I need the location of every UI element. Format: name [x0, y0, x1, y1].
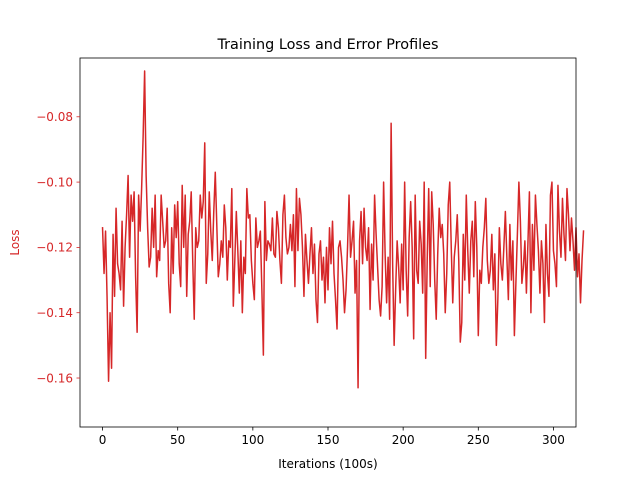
x-tick-label: 300: [542, 433, 565, 447]
x-axis-ticks: 0 50 100 150 200 250 300: [99, 427, 565, 447]
y-axis-label: Loss: [8, 229, 22, 255]
x-axis-label: Iterations (100s): [278, 457, 378, 471]
plot-area: [101, 70, 585, 389]
x-tick-label: 50: [170, 433, 185, 447]
y-tick-label: −0.08: [36, 110, 73, 124]
y-axis-ticks: −0.16 −0.14 −0.12 −0.10 −0.08: [36, 110, 80, 385]
y-tick-label: −0.16: [36, 371, 73, 385]
chart-title: Training Loss and Error Profiles: [216, 37, 438, 53]
x-tick-label: 150: [317, 433, 340, 447]
x-tick-label: 200: [392, 433, 415, 447]
x-tick-label: 0: [99, 433, 107, 447]
x-tick-label: 250: [467, 433, 490, 447]
y-tick-label: −0.12: [36, 241, 73, 255]
y-tick-label: −0.10: [36, 175, 73, 189]
y-tick-label: −0.14: [36, 306, 73, 320]
loss-series-line: [101, 70, 585, 389]
x-tick-label: 100: [241, 433, 264, 447]
